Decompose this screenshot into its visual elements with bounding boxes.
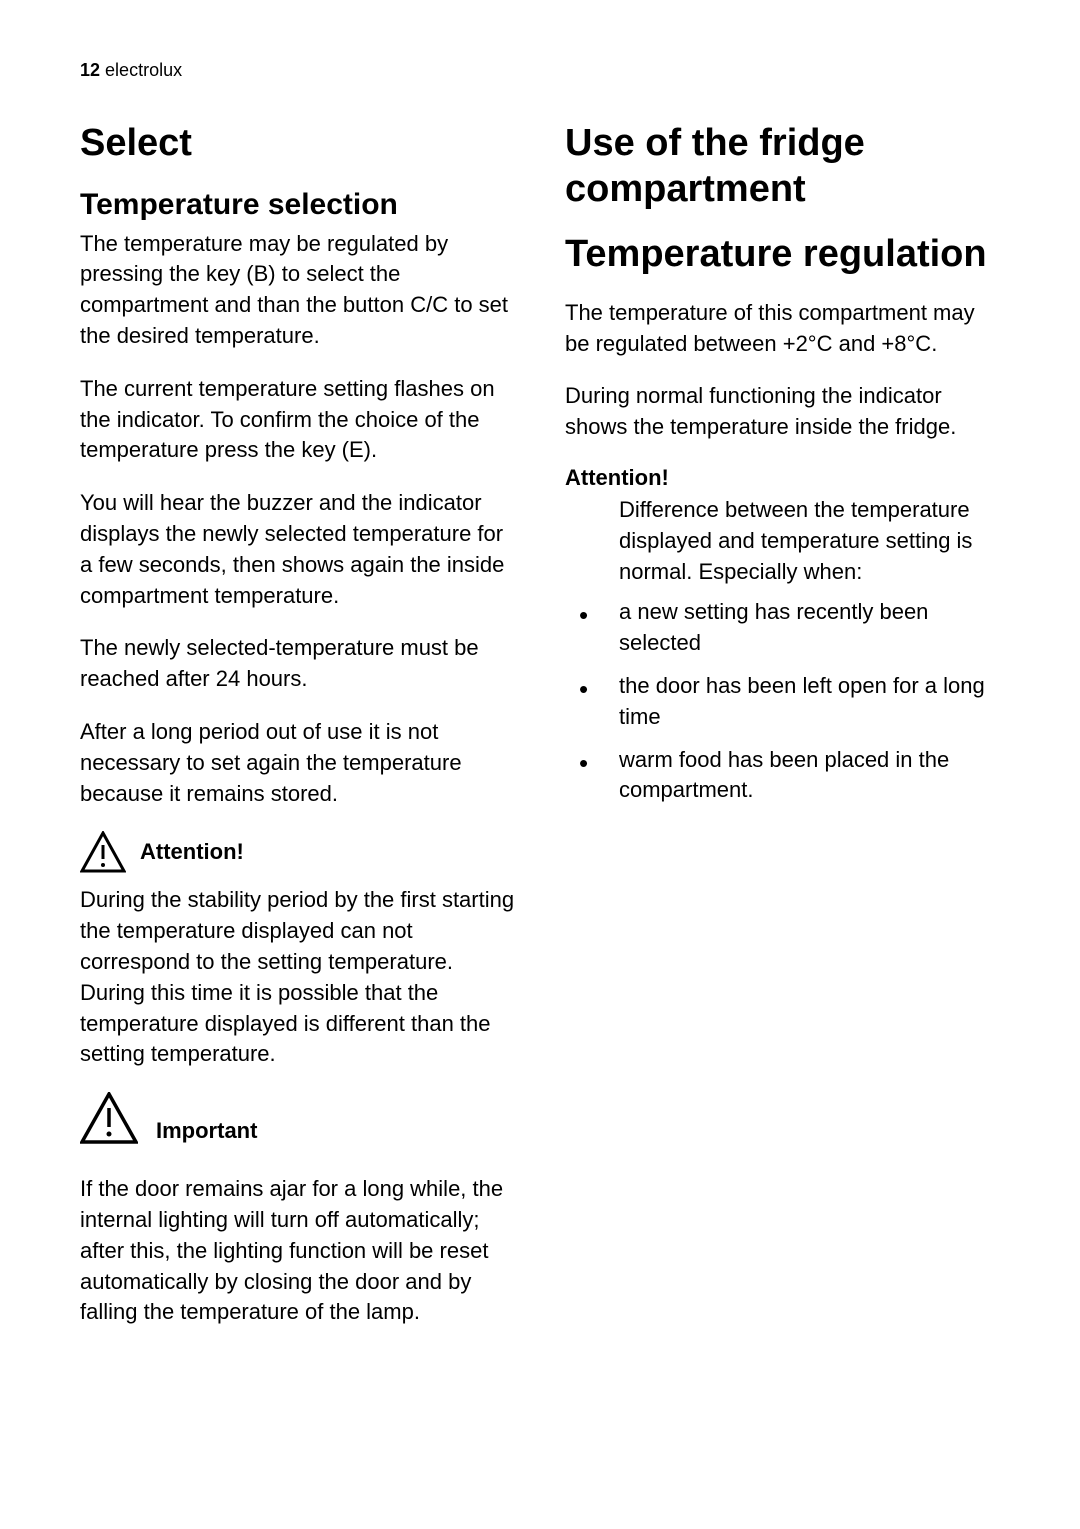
temp-selection-para2: The current temperature setting flashes … <box>80 374 515 466</box>
temp-regulation-para1: The temperature of this compartment may … <box>565 298 1000 360</box>
temp-selection-heading: Temperature selection <box>80 187 515 223</box>
temp-selection-para3: You will hear the buzzer and the indicat… <box>80 488 515 611</box>
temp-regulation-para2: During normal functioning the indicator … <box>565 381 1000 443</box>
page-header: 12 electrolux <box>80 60 1000 81</box>
warning-triangle-icon <box>80 831 126 873</box>
attention-heading-right: Attention! <box>565 465 1000 491</box>
attention-bullet-list: a new setting has recently been selected… <box>565 597 1000 806</box>
temp-selection-para1: The temperature may be regulated by pres… <box>80 229 515 352</box>
important-para: If the door remains ajar for a long whil… <box>80 1174 515 1328</box>
attention-block: Attention! <box>80 831 515 873</box>
important-block: Important <box>80 1092 515 1144</box>
left-column: Select Temperature selection The tempera… <box>80 121 515 1350</box>
list-item: the door has been left open for a long t… <box>565 671 1000 733</box>
attention-indented-text: Difference between the temperature displ… <box>565 495 1000 587</box>
temp-regulation-heading: Temperature regulation <box>565 232 1000 278</box>
temp-selection-para5: After a long period out of use it is not… <box>80 717 515 809</box>
attention-para: During the stability period by the first… <box>80 885 515 1070</box>
warning-triangle-icon <box>80 1092 138 1144</box>
brand-label: electrolux <box>105 60 182 80</box>
page-number: 12 <box>80 60 100 80</box>
attention-label: Attention! <box>140 839 244 865</box>
fridge-compartment-heading: Use of the fridge compartment <box>565 121 1000 212</box>
important-label: Important <box>156 1118 257 1144</box>
right-column: Use of the fridge compartment Temperatur… <box>565 121 1000 1350</box>
select-heading: Select <box>80 121 515 167</box>
temp-selection-para4: The newly selected-temperature must be r… <box>80 633 515 695</box>
list-item: a new setting has recently been selected <box>565 597 1000 659</box>
list-item: warm food has been placed in the compart… <box>565 745 1000 807</box>
content-container: Select Temperature selection The tempera… <box>80 121 1000 1350</box>
